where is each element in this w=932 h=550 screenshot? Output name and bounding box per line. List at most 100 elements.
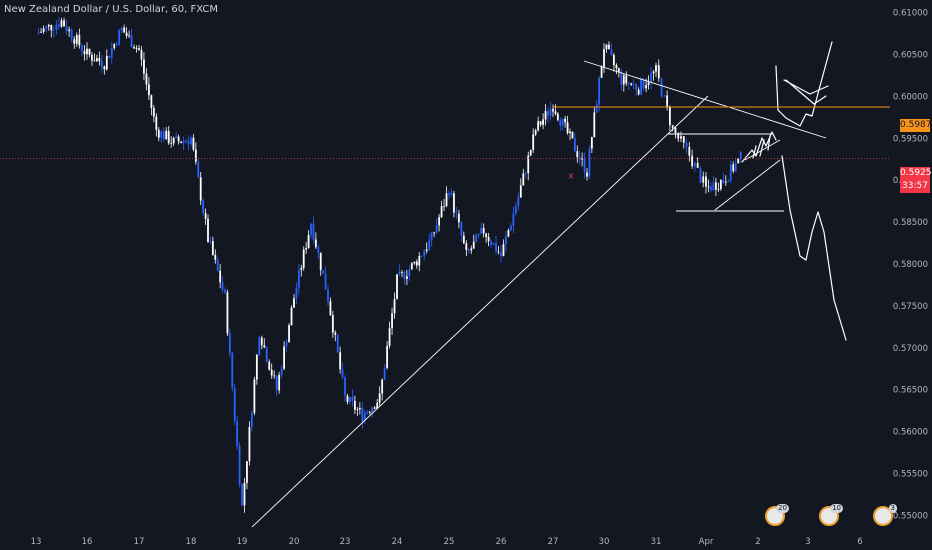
candle-body (566, 122, 569, 134)
candle-body (202, 200, 205, 214)
candle-body (255, 354, 258, 380)
candle-body (561, 118, 564, 126)
candle-body (297, 269, 300, 288)
us-flag-icon[interactable]: 3 (873, 504, 897, 526)
candle-body (118, 30, 121, 45)
candle-body (160, 131, 163, 138)
candle-body (650, 73, 652, 83)
candle-body (534, 130, 537, 135)
candle-body (263, 345, 266, 348)
candle-body (152, 107, 155, 117)
candle-body (100, 61, 103, 67)
candle-body (55, 24, 58, 30)
candle-body (505, 236, 507, 245)
candle-body (378, 393, 381, 403)
us-flag-icon[interactable]: 20 (765, 504, 789, 526)
candle-body (386, 345, 388, 368)
time-tick-label: 6 (857, 537, 862, 547)
candle-body (682, 136, 685, 143)
candle-body (490, 241, 492, 245)
candle-body (199, 177, 202, 201)
event-count: 10 (830, 504, 843, 513)
candle-body (226, 292, 229, 334)
candle-body (668, 106, 671, 126)
candle-body (524, 173, 527, 174)
candle-body (231, 353, 234, 388)
candle-body (236, 420, 239, 447)
candle-body (60, 20, 63, 27)
time-tick-label: 27 (548, 537, 559, 547)
candle-body (552, 108, 554, 112)
candle-body (413, 261, 416, 264)
candle-body (537, 121, 540, 131)
candle-body (140, 49, 143, 60)
candle-body (356, 409, 359, 411)
candle-body (270, 369, 273, 376)
time-axis[interactable]: 13 16 17 18 19 20 23 24 25 26 27 30 31 Apr 2 3 6 (0, 530, 932, 550)
candle-body (739, 152, 742, 159)
us-flag-icon[interactable]: 10 (819, 504, 843, 526)
candle-body (702, 176, 705, 183)
candle-body (346, 395, 349, 402)
candle-body (317, 247, 320, 253)
candle-body (657, 65, 660, 79)
candle-body (576, 151, 579, 158)
candle-body (696, 162, 699, 168)
candle-body (373, 407, 376, 409)
candle-body (615, 65, 618, 69)
candle-body (238, 446, 241, 484)
candle-body (492, 243, 495, 245)
time-tick-label: 25 (444, 537, 455, 547)
candle-body (177, 136, 180, 142)
candle-body (680, 136, 682, 139)
candle-body (302, 249, 305, 268)
countdown-badge: 33:57 (900, 180, 930, 193)
candle-body (715, 182, 717, 190)
candle-body (324, 273, 327, 290)
candle-body (295, 287, 298, 299)
candle-body (688, 146, 691, 156)
candle-body (209, 241, 212, 242)
candle-body (278, 374, 281, 391)
candle-body (512, 213, 515, 226)
candle-body (86, 48, 88, 55)
candle-body (88, 48, 91, 55)
candle-body (78, 34, 81, 46)
candle-body (396, 274, 398, 299)
candle-body (445, 193, 448, 206)
candle-body (467, 249, 470, 251)
candle-body (590, 136, 593, 149)
candle-body (351, 396, 354, 401)
candle-body (138, 48, 140, 50)
candle-body (93, 60, 96, 62)
down-scenario-path (781, 155, 847, 341)
candle-body (258, 337, 261, 355)
candle-body (642, 79, 645, 89)
candle-body (586, 172, 588, 177)
candle-body (625, 75, 628, 84)
candle-body (105, 55, 108, 70)
candle-body (458, 213, 460, 223)
time-tick-label: 30 (599, 537, 610, 547)
projected-ticks (752, 135, 771, 159)
candle-body (605, 44, 608, 50)
candle-body (613, 54, 615, 66)
candle-body (216, 259, 219, 271)
candle-body (693, 162, 696, 167)
orange-price-badge: 0.59873 (900, 119, 932, 132)
candle-body (519, 185, 522, 198)
candle-body (398, 271, 401, 275)
candle-body (542, 119, 544, 125)
candle-body (307, 234, 310, 249)
price-tick-label: 0.55500 (893, 470, 928, 480)
candle-body (724, 181, 727, 183)
candle-body (547, 110, 549, 116)
candle-body (98, 58, 101, 62)
price-axis[interactable]: 0.610000.605000.600000.595000.590000.585… (890, 0, 932, 550)
candle-body (647, 82, 650, 86)
candle-body (283, 346, 285, 369)
candle-body (172, 138, 175, 144)
candle-body (322, 270, 325, 274)
candle-body (470, 248, 473, 251)
